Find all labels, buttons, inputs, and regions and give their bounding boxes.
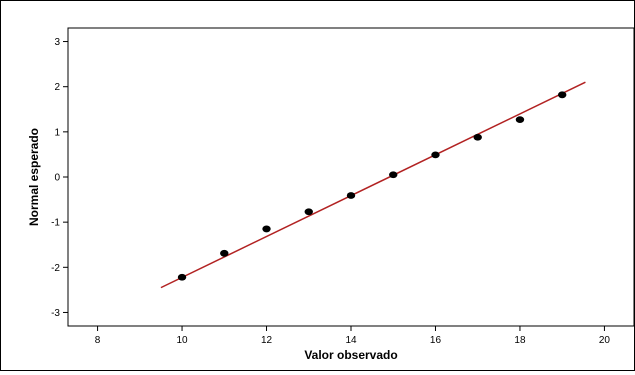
data-point bbox=[431, 151, 440, 159]
x-tick-label: 10 bbox=[176, 335, 188, 346]
x-axis-label: Valor observado bbox=[304, 348, 397, 362]
data-point bbox=[557, 91, 567, 99]
data-point bbox=[177, 273, 187, 281]
data-points bbox=[177, 91, 567, 281]
data-point bbox=[262, 225, 271, 233]
plot-area bbox=[67, 27, 635, 327]
x-tick-label: 16 bbox=[430, 335, 442, 346]
data-point bbox=[473, 133, 482, 141]
y-tick-label: 3 bbox=[54, 37, 60, 48]
y-axis: 3 2 1 0 -1 -2 -3 bbox=[51, 37, 68, 319]
data-point bbox=[389, 171, 398, 179]
data-point bbox=[346, 192, 356, 199]
x-tick-label: 18 bbox=[514, 335, 526, 346]
data-point bbox=[220, 249, 229, 257]
y-tick-label: -1 bbox=[51, 218, 60, 229]
x-axis: 8 10 12 14 16 18 20 bbox=[95, 326, 611, 346]
reference-line bbox=[160, 81, 586, 289]
x-tick-label: 8 bbox=[95, 335, 101, 346]
x-tick-label: 12 bbox=[261, 335, 273, 346]
y-axis-label: Normal esperado bbox=[27, 128, 41, 226]
y-tick-label: -2 bbox=[51, 263, 60, 274]
x-tick-label: 14 bbox=[345, 335, 357, 346]
y-tick-label: 2 bbox=[54, 82, 60, 93]
y-tick-label: 1 bbox=[54, 127, 60, 138]
data-point bbox=[304, 208, 313, 216]
data-point bbox=[515, 116, 525, 124]
y-tick-label: 0 bbox=[54, 173, 60, 184]
y-tick-label: -3 bbox=[51, 308, 60, 319]
x-tick-label: 20 bbox=[599, 335, 611, 346]
